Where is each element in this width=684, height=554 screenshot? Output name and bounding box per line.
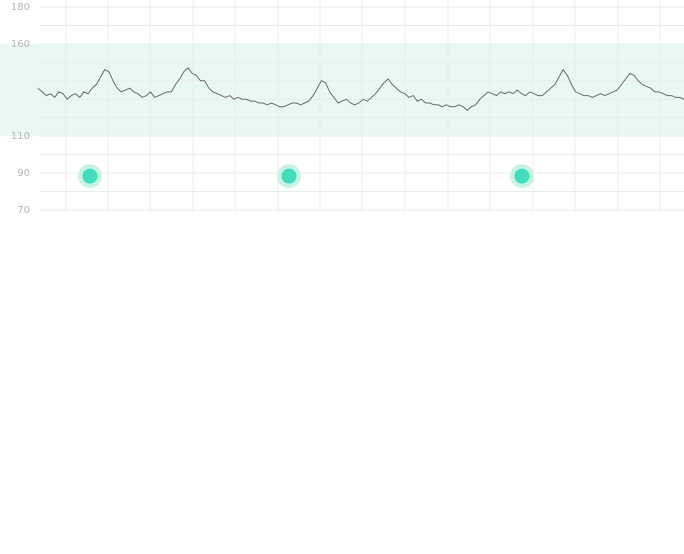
horizontal-gridlines <box>40 6 684 211</box>
y-tick-label: 70 <box>17 205 30 216</box>
y-tick-label: 160 <box>11 39 30 50</box>
event-marker <box>281 168 297 184</box>
normal-range-band <box>0 43 684 137</box>
y-tick-label: 90 <box>17 168 30 179</box>
event-markers <box>78 164 534 189</box>
series-line <box>37 67 684 111</box>
y-axis-tick-labels: 180 160 110 90 70 <box>11 2 30 216</box>
event-marker <box>514 168 530 184</box>
event-marker <box>82 168 98 184</box>
y-tick-label: 180 <box>11 2 30 13</box>
y-tick-label: 110 <box>11 131 30 142</box>
